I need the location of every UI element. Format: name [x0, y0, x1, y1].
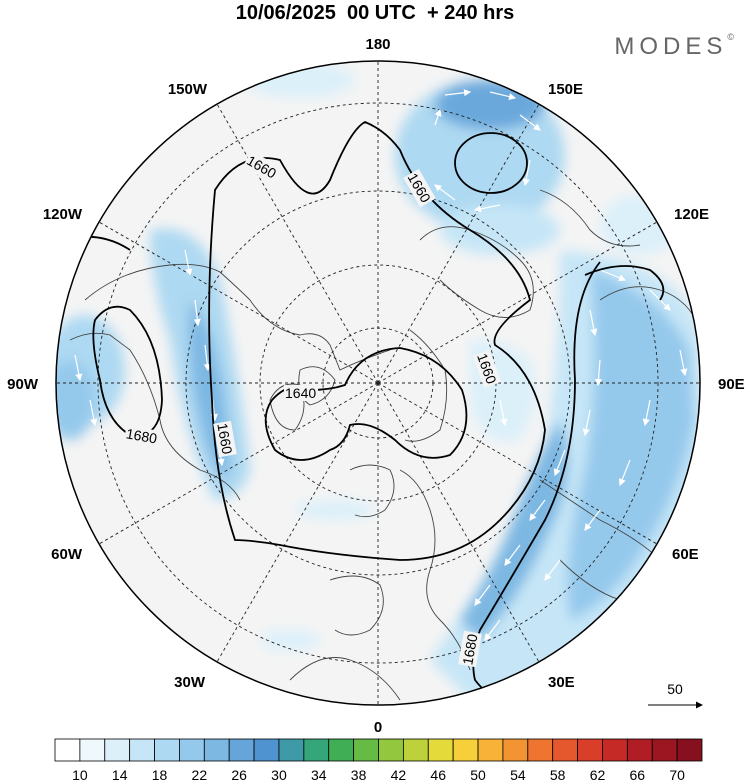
colorbar-tick-label: 38 — [351, 767, 367, 782]
colorbar-swatch — [402, 738, 429, 762]
copyright-mark: © — [727, 32, 734, 42]
lon-label-30w: 30W — [174, 674, 206, 691]
lon-label-120e: 120E — [674, 206, 709, 223]
lon-label-180: 180 — [365, 36, 390, 53]
lon-label-90e: 90E — [718, 376, 745, 393]
lon-label-150w: 150W — [168, 81, 208, 98]
colorbar-tick-label: 34 — [311, 767, 327, 782]
colorbar-tick-label: 18 — [152, 767, 168, 782]
colorbar-swatch — [502, 738, 529, 762]
contour-labels: 1660 1660 1660 1660 1640 1680 1680 — [123, 150, 502, 668]
colorbar-swatch — [626, 738, 653, 762]
contour-label: 1640 — [285, 385, 316, 401]
colorbar-swatch — [477, 738, 504, 762]
colorbar-swatch — [651, 738, 678, 762]
colorbar-tick-label: 14 — [112, 767, 128, 782]
map-title: 10/06/2025 00 UTC + 240 hrs — [235, 2, 515, 24]
contour-label: 1680 — [125, 425, 159, 446]
colorbar-tick-label: 30 — [271, 767, 287, 782]
colorbar-swatch — [427, 738, 454, 762]
colorbar-tick-label: 42 — [391, 767, 407, 782]
lon-label-0: 0 — [374, 719, 382, 736]
colorbar-tick-label: 54 — [510, 767, 526, 782]
wind-vectors — [74, 89, 688, 641]
colorbar-tick-label: 62 — [590, 767, 606, 782]
lon-label-60e: 60E — [672, 546, 699, 563]
contour-label: 1660 — [214, 422, 235, 456]
colorbar-swatch — [552, 738, 578, 762]
colorbar-swatch — [378, 738, 404, 762]
map-boundary — [55, 60, 701, 706]
colorbar-swatch — [328, 738, 355, 762]
colorbar-swatch — [577, 738, 603, 762]
colorbar-swatch — [353, 738, 379, 762]
colorbar-swatch — [278, 738, 305, 762]
colorbar-tick-label: 70 — [669, 767, 685, 782]
lon-label-90w: 90W — [7, 376, 39, 393]
lon-label-120w: 120W — [43, 206, 83, 223]
colorbar-swatch — [228, 738, 255, 762]
colorbar-tick-label: 26 — [231, 767, 247, 782]
brand-name: MODES — [614, 33, 728, 60]
lon-label-60w: 60W — [51, 546, 83, 563]
colorbar-swatch — [203, 738, 230, 762]
colorbar-swatch — [104, 738, 131, 762]
colorbar-swatch — [79, 738, 106, 762]
contour-label: 1680 — [459, 632, 480, 666]
colorbar-tick-label: 10 — [72, 767, 88, 782]
lon-label-150e: 150E — [548, 81, 583, 98]
colorbar-tick-label: 58 — [550, 767, 566, 782]
reference-vector: 50 — [648, 681, 703, 709]
colorbar-swatch — [676, 738, 703, 762]
colorbar-tick-label: 50 — [470, 767, 486, 782]
colorbar-swatch — [452, 738, 479, 762]
map-field — [56, 61, 700, 705]
colorbar-tick-label: 66 — [630, 767, 646, 782]
colorbar-swatch — [527, 738, 554, 762]
colorbar-swatch — [179, 738, 205, 762]
colorbar-tick-label: 22 — [192, 767, 208, 782]
colorbar-swatch — [129, 738, 155, 762]
lon-label-30e: 30E — [548, 674, 575, 691]
colorbar-swatch — [154, 738, 180, 762]
brand-logo: MODES© — [614, 32, 734, 61]
colorbar-swatch — [54, 738, 81, 762]
colorbar: 10 14 18 22 26 30 34 38 42 46 50 54 58 62 66 70 — [54, 738, 703, 782]
colorbar-swatch — [303, 738, 330, 762]
colorbar-tick-label: 46 — [430, 767, 446, 782]
reference-vector-label: 50 — [667, 681, 683, 697]
height-contours — [61, 121, 665, 701]
longitude-labels: 180 150E 120E 90E 60E 30E 0 30W 60W 90W … — [7, 36, 745, 736]
colorbar-swatch — [602, 738, 628, 762]
colorbar-swatch — [253, 738, 280, 762]
